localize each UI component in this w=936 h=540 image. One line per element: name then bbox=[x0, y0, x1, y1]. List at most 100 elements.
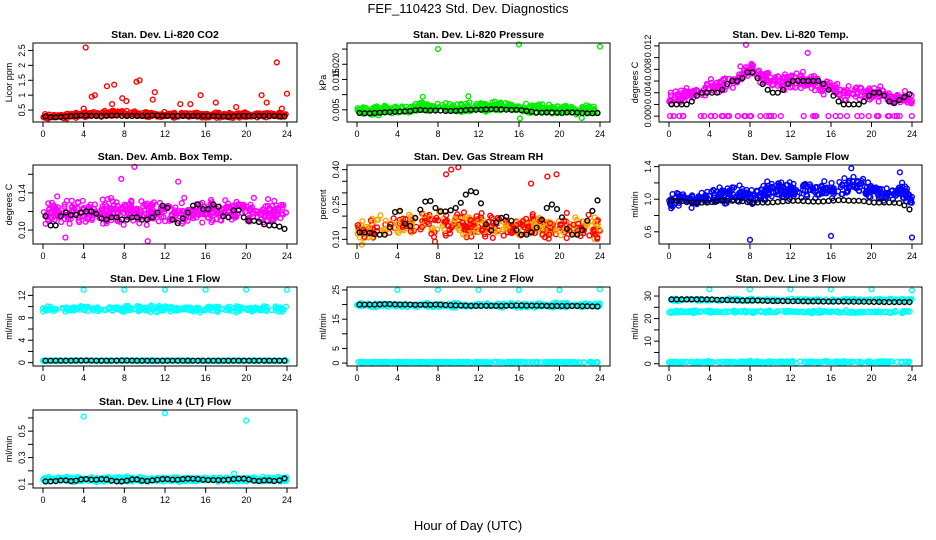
data-points bbox=[40, 44, 291, 122]
cloud-point bbox=[841, 175, 848, 182]
x-tick-label: 12 bbox=[785, 373, 795, 383]
outlier-point bbox=[544, 173, 551, 180]
y-tick-label: 15 bbox=[331, 314, 341, 324]
cloud-point bbox=[828, 179, 835, 187]
outlier-point bbox=[596, 43, 604, 50]
subplot-title: Stan. Dev. Line 2 Flow bbox=[423, 273, 534, 285]
x-tick-label: 0 bbox=[666, 129, 671, 139]
y-tick-label: 2 bbox=[17, 63, 27, 68]
black-point bbox=[769, 89, 776, 96]
data-points bbox=[354, 41, 604, 122]
x-tick-label: 8 bbox=[747, 373, 752, 383]
black-point bbox=[281, 225, 288, 233]
y-tick-label: 5 bbox=[331, 346, 341, 351]
x-tick-label: 12 bbox=[785, 251, 795, 261]
x-tick-label: 20 bbox=[241, 129, 251, 139]
x-tick-label: 24 bbox=[282, 251, 292, 261]
y-tick-label: 4 bbox=[17, 338, 27, 343]
black-point bbox=[467, 188, 475, 195]
outlier-point bbox=[448, 166, 455, 173]
outlier-point bbox=[118, 175, 125, 183]
outlier-point bbox=[578, 114, 585, 122]
cloud-point bbox=[58, 218, 65, 226]
y-axis-label: ml/min bbox=[630, 313, 640, 340]
black-point bbox=[906, 206, 913, 213]
outlier-point bbox=[896, 169, 904, 176]
cloud-point bbox=[825, 112, 832, 120]
x-tick-label: 8 bbox=[122, 373, 127, 383]
black-point bbox=[774, 198, 781, 206]
x-tick-label: 16 bbox=[201, 251, 211, 261]
cloud-point bbox=[736, 182, 743, 189]
black-point bbox=[845, 197, 852, 204]
x-tick-label: 24 bbox=[282, 129, 292, 139]
cloud-point bbox=[563, 235, 570, 242]
black-point bbox=[457, 199, 464, 206]
outlier-point bbox=[258, 92, 265, 99]
x-tick-label: 4 bbox=[81, 129, 86, 139]
x-tick-label: 0 bbox=[354, 373, 359, 383]
outlier-point bbox=[746, 236, 754, 244]
outlier-point bbox=[787, 286, 794, 293]
x-tick-label: 16 bbox=[201, 373, 211, 383]
x-tick-label: 20 bbox=[866, 373, 876, 383]
subplot-title: Stan. Dev. Li-820 Temp. bbox=[732, 29, 848, 41]
outlier-point bbox=[283, 286, 291, 293]
y-tick-label: 30 bbox=[643, 291, 653, 301]
y-tick-label: 0.004 bbox=[643, 81, 653, 104]
x-tick-label: 20 bbox=[241, 251, 251, 261]
x-tick-label: 4 bbox=[707, 129, 712, 139]
black-point bbox=[543, 204, 550, 212]
black-point bbox=[472, 189, 480, 196]
y-axis-label: Licor ppm bbox=[4, 63, 14, 103]
black-point bbox=[764, 86, 771, 93]
black-point bbox=[589, 207, 596, 215]
outlier-point bbox=[556, 286, 563, 294]
outlier-point bbox=[88, 93, 95, 100]
x-tick-label: 0 bbox=[40, 373, 45, 383]
x-tick-label: 16 bbox=[826, 373, 836, 383]
outlier-point bbox=[263, 99, 270, 106]
x-tick-label: 4 bbox=[81, 373, 86, 383]
data-points bbox=[354, 286, 604, 366]
cloud-point bbox=[688, 204, 695, 212]
x-tick-label: 24 bbox=[907, 129, 917, 139]
outlier-point bbox=[908, 234, 916, 241]
outlier-point bbox=[121, 286, 128, 293]
cloud-point bbox=[242, 109, 249, 116]
y-tick-label: 0 bbox=[331, 361, 341, 366]
outlier-point bbox=[515, 286, 523, 294]
data-points bbox=[40, 163, 290, 245]
outlier-point bbox=[465, 93, 472, 100]
outlier-point bbox=[706, 286, 713, 293]
x-tick-label: 0 bbox=[40, 251, 45, 261]
outlier-point bbox=[848, 165, 855, 172]
x-tick-label: 24 bbox=[282, 373, 292, 383]
black-point bbox=[840, 197, 847, 204]
subplot-title: Stan. Dev. Li-820 Pressure bbox=[413, 29, 544, 41]
cloud-point bbox=[271, 197, 278, 205]
cloud-point bbox=[143, 221, 150, 229]
y-tick-label: 0 bbox=[643, 361, 653, 366]
cloud-point bbox=[99, 109, 106, 116]
data-points bbox=[665, 286, 916, 367]
black-point bbox=[860, 198, 868, 205]
outlier-point bbox=[827, 232, 835, 240]
y-tick-label: 0 bbox=[17, 360, 27, 365]
x-tick-label: 12 bbox=[473, 373, 483, 383]
outlier-point bbox=[177, 100, 184, 108]
subplot-4: Stan. Dev. Amb. Box Temp.degrees C0 4 8 12 1… bbox=[4, 151, 298, 261]
y-tick-label: 8 bbox=[17, 315, 27, 320]
outlier-point bbox=[443, 171, 450, 178]
outlier-point bbox=[82, 44, 89, 51]
black-point bbox=[850, 197, 857, 204]
cloud-point bbox=[489, 234, 496, 242]
y-tick-label: 0.5 bbox=[17, 104, 27, 117]
x-tick-label: 20 bbox=[554, 373, 564, 383]
outlier-point bbox=[161, 286, 169, 293]
black-point bbox=[896, 200, 903, 207]
cloud-point bbox=[865, 112, 872, 120]
